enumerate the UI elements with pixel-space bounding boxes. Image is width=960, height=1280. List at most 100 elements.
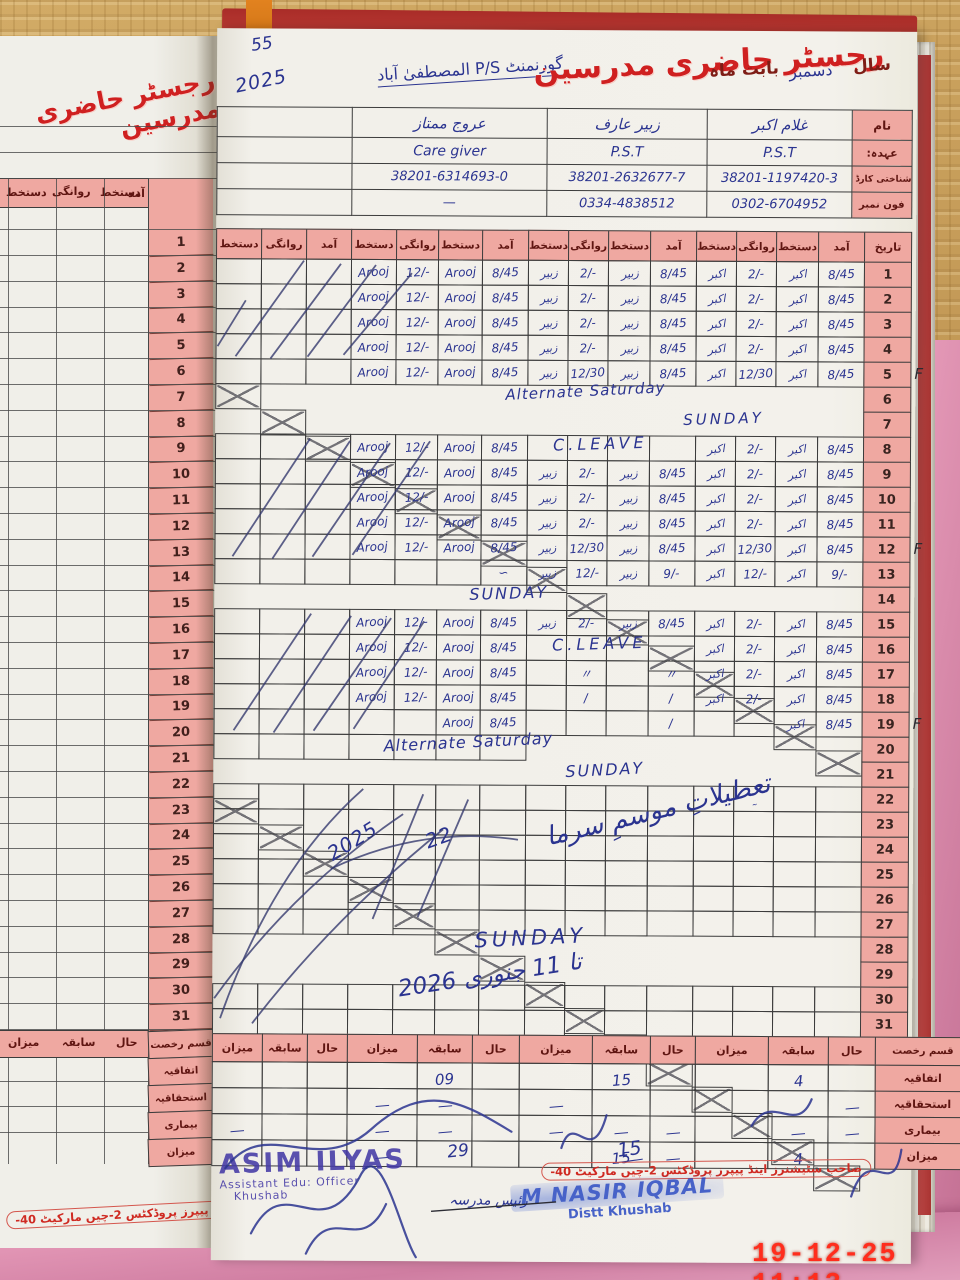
attendance-cell: / xyxy=(647,685,695,712)
attendance-cell xyxy=(691,1010,734,1037)
attendance-cell xyxy=(213,683,260,710)
attendance-cell: زبیر xyxy=(606,510,650,537)
attendance-cell: Arooj xyxy=(348,683,395,711)
left-grid-line xyxy=(0,409,219,411)
attendance-col-header: دستخط xyxy=(776,231,820,263)
attendance-cell: 9/- xyxy=(648,560,696,587)
left-grid-line xyxy=(0,384,219,385)
attendance-cell xyxy=(525,659,567,687)
summary-col-label: میزان xyxy=(221,1041,254,1055)
attendance-cell xyxy=(258,783,305,810)
summary-cell xyxy=(827,1064,876,1092)
summary-cell xyxy=(261,1061,308,1089)
date-col-header: تاریخ xyxy=(864,231,913,263)
summary-cell: — xyxy=(767,1116,829,1144)
attendance-cell xyxy=(433,1009,480,1036)
attendance-cell: 12/- xyxy=(393,684,437,711)
attendance-cell: 2/- xyxy=(566,460,608,487)
summary-col-header: سابقہ xyxy=(767,1036,829,1066)
attendance-cell xyxy=(303,783,350,810)
attendance-cell: 8/45 xyxy=(649,335,697,362)
aeo-stamp: ASIM ILYAS Assistant Edu: Officer Khusha… xyxy=(218,1144,407,1203)
summary-value: — xyxy=(843,1097,861,1117)
attendance-cell: اکبر xyxy=(695,260,738,287)
col-label-signature: دستخط xyxy=(6,186,47,199)
attendance-cell: 8/45 xyxy=(480,534,528,561)
left-grid-vline xyxy=(148,178,149,1164)
attendance-cell xyxy=(260,358,307,385)
attendance-cell: 2/- xyxy=(733,660,775,688)
attendance-cell xyxy=(479,809,527,836)
attendance-cell: زبیر xyxy=(527,309,569,337)
attendance-cell: 2/- xyxy=(567,285,609,312)
attendance-cell xyxy=(604,885,648,912)
attendance-cell: Arooj xyxy=(348,633,396,661)
date-cell: 21 xyxy=(861,761,910,788)
attendance-cell xyxy=(213,708,260,735)
date-number: 2 xyxy=(883,292,893,308)
attendance-col-header: روانگی xyxy=(396,229,440,261)
attendance-cell: Arooj xyxy=(437,359,483,386)
attendance-cell: 8/45 xyxy=(648,610,696,637)
attendance-cell: 8/45 xyxy=(817,361,865,388)
attendance-cell: Arooj xyxy=(349,508,396,536)
attendance-cell xyxy=(303,808,350,835)
year-label: سال xyxy=(852,54,892,77)
attendance-cell: 2/- xyxy=(735,335,777,363)
attendance-cell xyxy=(814,986,862,1013)
teacher-name: زبیر عارف xyxy=(547,108,708,140)
attendance-cell xyxy=(815,750,863,777)
col-label-sig: دستخط xyxy=(529,239,569,252)
summary-col-label: حال xyxy=(841,1044,863,1058)
col-label-sig: دستخط xyxy=(610,239,650,252)
teacher-name: غلام اکبر xyxy=(707,109,853,141)
attendance-cell xyxy=(215,333,262,360)
date-number: 7 xyxy=(882,417,892,433)
attendance-cell: 8/45 xyxy=(648,510,696,537)
attendance-cell xyxy=(604,985,648,1012)
col-label-current: حال xyxy=(116,1036,138,1049)
col-label-total: میزان xyxy=(8,1036,40,1049)
col-label-dep: روانگی xyxy=(399,238,437,251)
summary-cell: — xyxy=(518,1088,593,1117)
summary-cell: — xyxy=(416,1088,473,1116)
left-grid-line xyxy=(0,642,219,643)
attendance-cell: 2/- xyxy=(566,485,608,512)
left-page-blank: رجسٹر حاضری مدرسین دستخط روانگی دستخط آم… xyxy=(0,36,337,1248)
left-grid-vline xyxy=(104,178,105,1164)
col-label-dep: روانگی xyxy=(265,237,303,251)
attendance-cell xyxy=(604,835,649,862)
attendance-cell: 12/- xyxy=(395,334,439,361)
attendance-cell: اکبر xyxy=(693,685,735,712)
attendance-cell: زبیر xyxy=(526,609,568,637)
info-empty xyxy=(216,162,353,190)
attendance-cell xyxy=(259,533,306,560)
attendance-cell xyxy=(257,833,305,860)
attendance-cell: زبیر xyxy=(526,459,568,487)
date-number: 4 xyxy=(882,342,893,358)
attendance-cell xyxy=(258,633,306,660)
date-cell: 11 xyxy=(862,511,911,538)
attendance-cell xyxy=(213,808,260,835)
attendance-cell: اکبر xyxy=(774,486,818,513)
date-number: 27 xyxy=(875,917,894,933)
attendance-cell: اکبر xyxy=(694,560,736,587)
attendance-cell xyxy=(524,884,566,912)
teacher-designation: P.S.T xyxy=(547,138,708,166)
left-grid-line xyxy=(0,1003,219,1005)
left-grid-line xyxy=(0,822,219,824)
date-number: 31 xyxy=(874,1017,894,1033)
attendance-cell: 2/- xyxy=(734,435,777,463)
summary-cell: — xyxy=(518,1114,593,1143)
attendance-cell: زبیر xyxy=(607,335,651,362)
info-empty xyxy=(217,136,353,164)
attendance-col-header: دستخط xyxy=(528,229,570,262)
left-grid-line xyxy=(0,229,219,231)
attendance-cell xyxy=(257,908,304,935)
handwritten-note: SUNDAY xyxy=(469,582,549,604)
attendance-cell xyxy=(215,308,262,335)
summary-cell xyxy=(261,1113,308,1141)
attendance-cell: / xyxy=(565,685,607,712)
date-cell: 18 xyxy=(861,686,910,713)
attendance-cell xyxy=(260,283,307,310)
